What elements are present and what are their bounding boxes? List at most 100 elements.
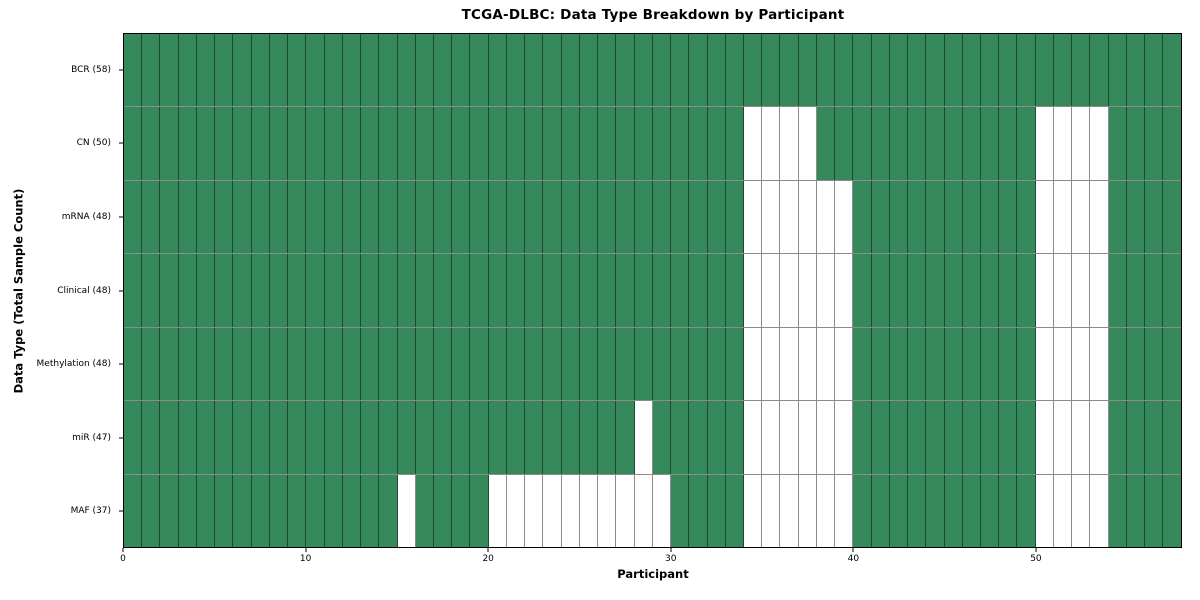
- y-tick-mark-MAF: [119, 510, 123, 512]
- heatmap-cell-mRNA-43: [908, 180, 927, 254]
- heatmap-cell-BCR-36: [780, 34, 799, 107]
- heatmap-cell-Methylation-37: [798, 327, 817, 401]
- heatmap-cell-Clinical-34: [743, 254, 763, 327]
- heatmap-cell-MAF-34: [743, 474, 763, 547]
- heatmap-cell-MAF-21: [506, 474, 526, 547]
- heatmap-cell-Clinical-57: [1163, 254, 1181, 327]
- heatmap-cell-mRNA-0: [124, 180, 143, 254]
- heatmap-cell-Clinical-39: [835, 254, 854, 327]
- heatmap-cell-mRNA-36: [780, 180, 799, 254]
- heatmap-cell-MAF-29: [652, 474, 672, 547]
- heatmap-cell-Clinical-14: [379, 254, 398, 327]
- heatmap-cell-miR-18: [452, 401, 471, 474]
- heatmap-cell-Clinical-46: [962, 254, 982, 327]
- heatmap-cell-Clinical-29: [652, 254, 672, 327]
- heatmap-cell-MAF-27: [616, 474, 635, 547]
- heatmap-cell-Methylation-9: [288, 327, 307, 401]
- heatmap-cell-Clinical-1: [142, 254, 161, 327]
- y-tick-label-BCR: BCR (58): [71, 64, 111, 75]
- heatmap-cell-Clinical-44: [926, 254, 945, 327]
- x-axis: 0 10 20 30 40 50: [120, 548, 1182, 568]
- heatmap-row-mRNA: [124, 180, 1181, 255]
- y-tick-mark-miR: [119, 437, 123, 439]
- heatmap-cell-miR-22: [525, 401, 544, 474]
- heatmap-cell-BCR-40: [853, 34, 872, 107]
- heatmap-cell-BCR-32: [707, 34, 726, 107]
- heatmap-cell-Clinical-10: [306, 254, 325, 327]
- heatmap-cell-CN-53: [1090, 107, 1109, 180]
- heatmap-cell-MAF-31: [689, 474, 708, 547]
- heatmap-cell-mRNA-42: [889, 180, 909, 254]
- y-tick-mark-Methylation: [119, 363, 123, 365]
- heatmap-cell-Clinical-41: [871, 254, 890, 327]
- heatmap-row-Methylation: [124, 327, 1181, 402]
- heatmap-cell-MAF-41: [871, 474, 890, 547]
- heatmap-cell-Clinical-23: [543, 254, 562, 327]
- heatmap-row-Clinical: [124, 254, 1181, 328]
- heatmap-cell-mRNA-29: [652, 180, 672, 254]
- heatmap-cell-CN-31: [689, 107, 708, 180]
- heatmap-cell-MAF-3: [178, 474, 197, 547]
- heatmap-cell-CN-2: [160, 107, 179, 180]
- heatmap-cell-mRNA-54: [1108, 180, 1127, 254]
- heatmap-cell-mRNA-52: [1072, 180, 1091, 254]
- heatmap-cell-Methylation-16: [415, 327, 434, 401]
- heatmap-cell-MAF-24: [561, 474, 580, 547]
- heatmap-cell-miR-36: [780, 401, 799, 474]
- heatmap-cell-BCR-12: [342, 34, 362, 107]
- heatmap-cell-MAF-54: [1108, 474, 1127, 547]
- heatmap-cell-BCR-45: [944, 34, 963, 107]
- heatmap-cell-BCR-30: [671, 34, 690, 107]
- x-tick-mark-50: [1035, 548, 1037, 552]
- heatmap-cell-mRNA-28: [634, 180, 653, 254]
- heatmap-cell-miR-26: [598, 401, 617, 474]
- heatmap-cell-MAF-30: [671, 474, 690, 547]
- heatmap-cell-BCR-28: [634, 34, 653, 107]
- heatmap-cell-miR-0: [124, 401, 143, 474]
- heatmap-cell-miR-7: [251, 401, 270, 474]
- heatmap-cell-Methylation-1: [142, 327, 161, 401]
- heatmap-cell-BCR-44: [926, 34, 945, 107]
- x-tick-label-20: 20: [482, 554, 494, 564]
- heatmap-cell-Clinical-40: [853, 254, 872, 327]
- heatmap-cell-miR-54: [1108, 401, 1127, 474]
- heatmap-cell-Methylation-2: [160, 327, 179, 401]
- heatmap-cell-miR-13: [361, 401, 380, 474]
- heatmap-cell-miR-53: [1090, 401, 1109, 474]
- heatmap-cell-MAF-12: [342, 474, 362, 547]
- heatmap-cell-BCR-9: [288, 34, 307, 107]
- heatmap-cell-Methylation-28: [634, 327, 653, 401]
- heatmap-row-BCR: [124, 34, 1181, 108]
- heatmap-cell-Methylation-0: [124, 327, 143, 401]
- heatmap-cell-miR-19: [470, 401, 489, 474]
- heatmap-cell-BCR-19: [470, 34, 489, 107]
- heatmap-cell-BCR-26: [598, 34, 617, 107]
- heatmap-cell-miR-48: [999, 401, 1018, 474]
- x-tick-label-30: 30: [665, 554, 677, 564]
- heatmap-cell-mRNA-50: [1035, 180, 1054, 254]
- heatmap-cell-Methylation-43: [908, 327, 927, 401]
- heatmap-cell-CN-48: [999, 107, 1018, 180]
- y-tick-mark-CN: [119, 142, 123, 144]
- heatmap-cell-Clinical-20: [488, 254, 507, 327]
- heatmap-cell-MAF-36: [780, 474, 799, 547]
- heatmap-cell-miR-51: [1053, 401, 1073, 474]
- heatmap-cell-BCR-20: [488, 34, 507, 107]
- heatmap-cell-mRNA-33: [725, 180, 744, 254]
- heatmap-cell-Clinical-12: [342, 254, 362, 327]
- heatmap-cell-miR-30: [671, 401, 690, 474]
- x-tick-label-40: 40: [847, 554, 860, 564]
- heatmap-cell-MAF-8: [269, 474, 289, 547]
- plot-area: Present Absent: [123, 33, 1182, 548]
- heatmap-cell-miR-17: [433, 401, 453, 474]
- heatmap-cell-mRNA-18: [452, 180, 471, 254]
- heatmap-cell-BCR-54: [1108, 34, 1127, 107]
- heatmap-cell-mRNA-48: [999, 180, 1018, 254]
- heatmap-cell-Methylation-30: [671, 327, 690, 401]
- heatmap-cell-Methylation-34: [743, 327, 763, 401]
- heatmap-cell-miR-37: [798, 401, 817, 474]
- heatmap-cell-BCR-11: [324, 34, 343, 107]
- heatmap-cell-miR-44: [926, 401, 945, 474]
- y-tick-mark-Clinical: [119, 290, 123, 291]
